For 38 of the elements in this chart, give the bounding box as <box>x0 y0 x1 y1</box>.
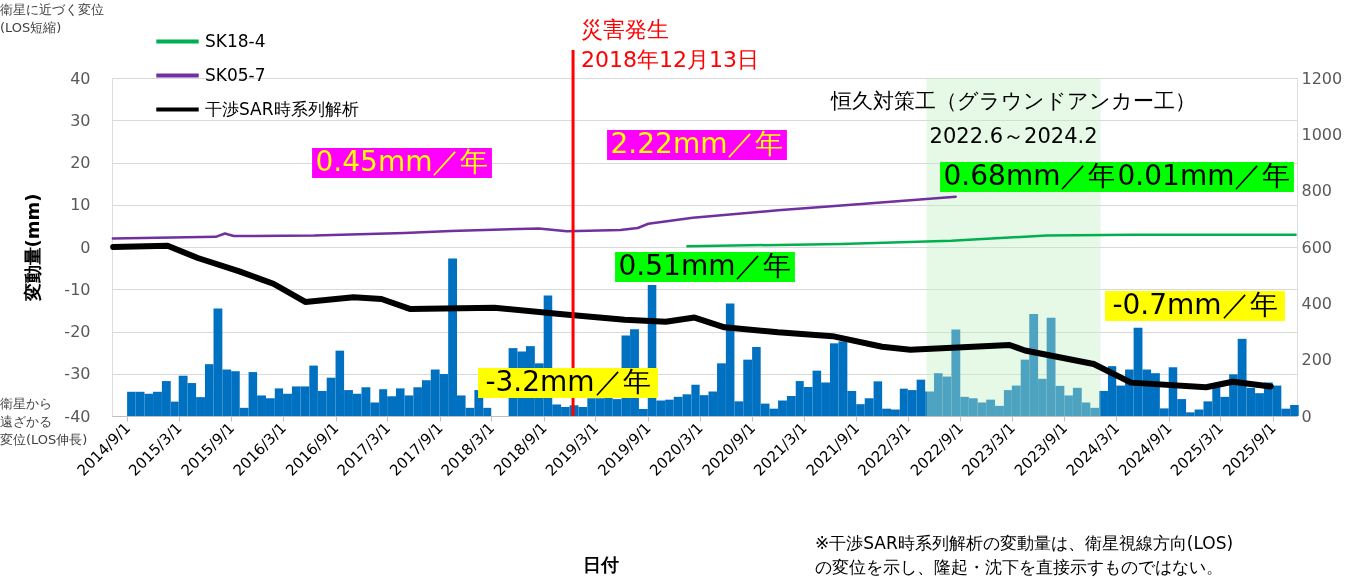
line-series <box>111 195 957 240</box>
y-tick-label: 20 <box>70 153 91 172</box>
legend-label: SK18-4 <box>205 30 266 51</box>
y-tick-label: -20 <box>64 322 91 341</box>
annotation: 2.22mm／年 <box>610 127 784 160</box>
y2-tick-label: 1000 <box>1301 124 1343 144</box>
text: 遠ざかる <box>0 414 52 429</box>
annotation: -3.2mm／年 <box>485 365 651 398</box>
y-tick-label: 0 <box>80 237 91 257</box>
text: 衛星に近づく変位 <box>0 2 104 17</box>
y2-tick-label: 600 <box>1301 237 1333 257</box>
annotation: 0.45mm／年 <box>315 145 489 178</box>
annotation: 0.68mm／年 <box>943 159 1117 192</box>
y2-tick-label: 0 <box>1301 406 1312 426</box>
text: (LOS短縮) <box>0 20 62 35</box>
y-tick-label: -30 <box>64 364 91 384</box>
band-label: 恒久対策工（グラウンドアンカー工） 2022.6～2024.2 <box>830 89 1197 148</box>
y2-tick-label: 200 <box>1301 350 1333 370</box>
legend-label: 干渉SAR時系列解析 <box>205 98 359 119</box>
y-tick-label: 30 <box>70 110 91 130</box>
annotation: 0.51mm／年 <box>618 249 792 282</box>
y-tick-label: 10 <box>70 195 91 215</box>
y-tick-label: 40 <box>70 68 91 88</box>
x-axis-title: 日付 <box>582 553 619 575</box>
line-series <box>686 233 1297 248</box>
text: ※干渉SAR時系列解析の変動量は、衛星視線方向(LOS) <box>815 533 1234 553</box>
ref-line-label: 災害発生 2018年12月13日 <box>581 17 760 72</box>
y-axis-title: 変動量(mm) <box>21 193 43 303</box>
y-tick-label: -40 <box>64 406 91 426</box>
y2-tick-label: 400 <box>1301 293 1333 313</box>
y-tick-label: -10 <box>64 279 91 299</box>
y2-tick-label: 800 <box>1301 181 1333 201</box>
annotation: 0.01mm／年 <box>1117 159 1291 192</box>
text: 衛星から <box>0 396 52 411</box>
annotation: -0.7mm／年 <box>1112 288 1278 321</box>
legend-label: SK05-7 <box>205 64 266 85</box>
text: の変位を示し、隆起・沈下を直接示すものではない。 <box>815 557 1223 577</box>
y2-tick-label: 1200 <box>1301 68 1343 88</box>
